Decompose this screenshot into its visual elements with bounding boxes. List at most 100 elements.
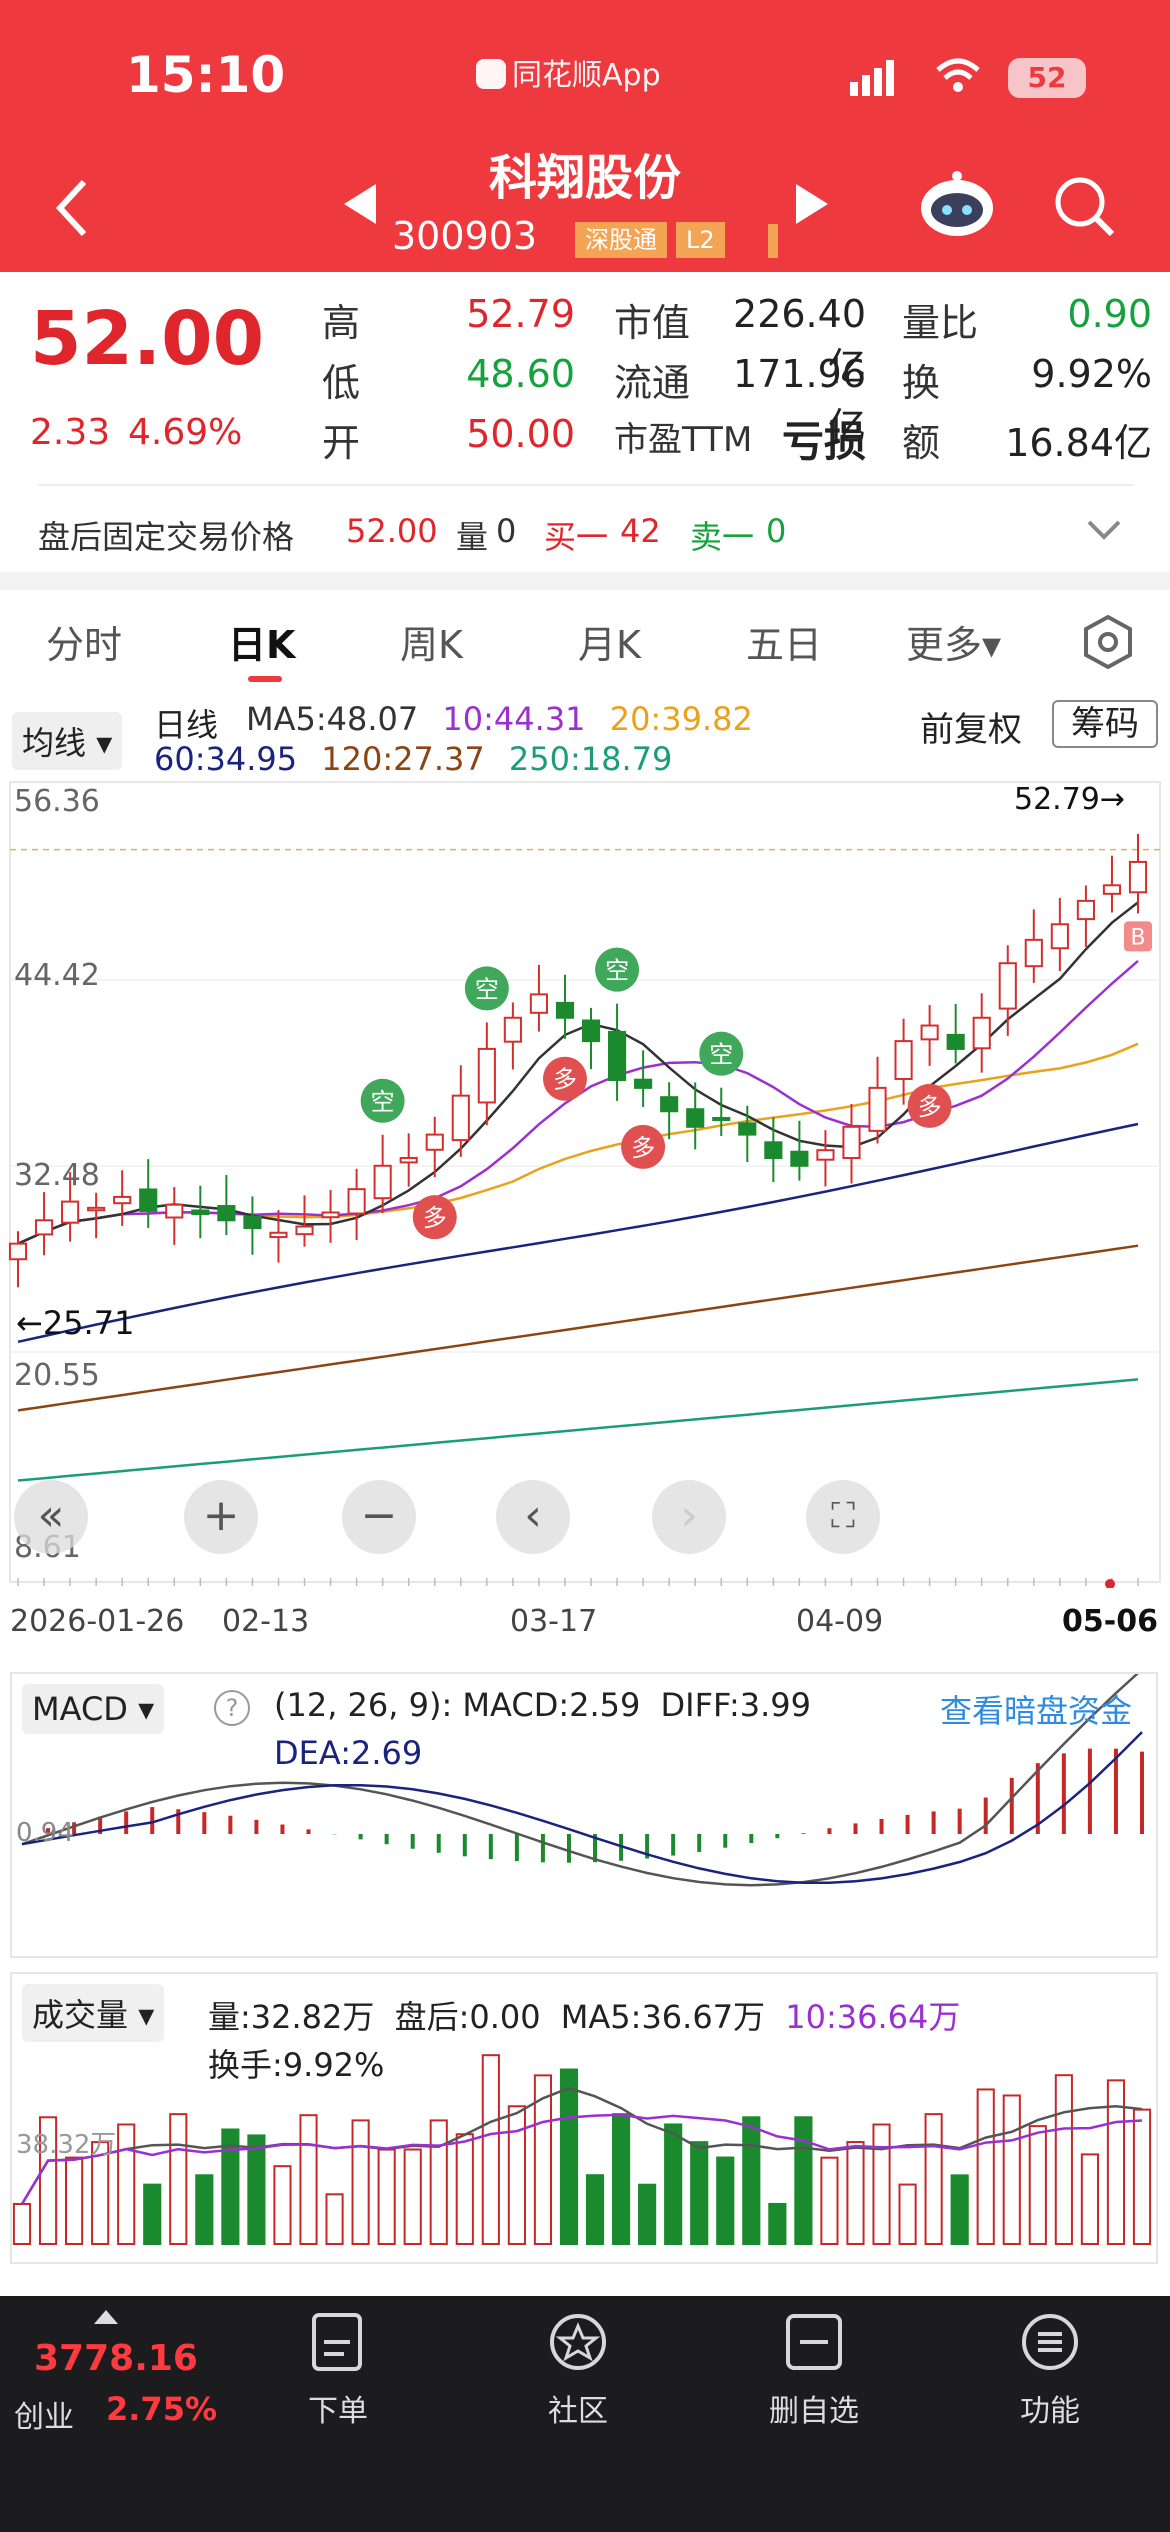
volume-selector-label: 成交量 [32, 1996, 129, 2034]
search-icon[interactable] [1054, 176, 1116, 238]
candle-body [399, 1156, 418, 1164]
volume-bar [950, 2174, 969, 2246]
signal-marker-text: 多 [553, 1066, 577, 1094]
volume-value: 量:32.82万 [208, 1998, 375, 2036]
candle-body [321, 1211, 340, 1219]
amount-value: 16.84亿 [1005, 421, 1152, 465]
scroll-left-fast-button[interactable]: « [14, 1480, 88, 1554]
settings-hexagon-icon[interactable] [1080, 614, 1136, 670]
volume-bar [1028, 2125, 1047, 2245]
short-signal-marker [464, 966, 509, 1011]
volume-bar [1080, 2153, 1099, 2245]
signal-icon [850, 60, 894, 96]
ma-selector[interactable]: 均线 ▾ [12, 712, 123, 770]
volume-bar [481, 2054, 500, 2245]
index-value[interactable]: 3778.16 [34, 2338, 198, 2379]
signal-marker-text: 多 [423, 1204, 447, 1232]
diff-line [21, 1674, 1139, 1887]
app-logo-icon [476, 59, 506, 89]
low-value: 48.60 [466, 352, 575, 396]
macd-selector[interactable]: MACD ▾ [22, 1684, 165, 1734]
scroll-right-button[interactable]: › [652, 1480, 726, 1554]
zoom-in-button[interactable]: + [184, 1480, 258, 1554]
volume-bar [403, 2148, 422, 2246]
candle-body [165, 1203, 184, 1219]
candle-body [425, 1133, 444, 1151]
volume-ma5-line [20, 2086, 1143, 2205]
chevron-down-icon[interactable] [1086, 518, 1122, 542]
nav-order-label: 下单 [308, 2394, 368, 2429]
help-icon[interactable]: ? [214, 1690, 250, 1726]
tab-weekly-k[interactable]: 周K [400, 623, 463, 667]
divider [38, 484, 1134, 486]
volume-bar [585, 2174, 605, 2245]
tab-five-day[interactable]: 五日 [746, 623, 823, 667]
volume-turnover: 换手:9.92% [208, 2046, 385, 2084]
candle-body [816, 1149, 835, 1161]
tab-daily-k[interactable]: 日K [228, 623, 296, 667]
volume-chart[interactable] [12, 1974, 1156, 2262]
volume-values: 量:32.82万 盘后:0.00 MA5:36.67万 10:36.64万 [208, 1992, 960, 2038]
tag-accent [768, 224, 778, 258]
chip-button[interactable]: 筹码 [1052, 700, 1158, 748]
turnover-label: 换 [902, 361, 941, 405]
buy1-value: 42 [620, 512, 661, 550]
volume-bar [429, 2119, 448, 2245]
signal-marker-text: 空 [371, 1088, 395, 1116]
scroll-left-button[interactable]: ‹ [496, 1480, 570, 1554]
volume-y-label: 38.32万 [16, 2130, 117, 2160]
candle-body [139, 1188, 158, 1212]
volume-bar [820, 2156, 839, 2245]
dark-pool-link[interactable]: 查看暗盘资金 [940, 1692, 1133, 1730]
volume-bar [559, 2068, 579, 2246]
candle-body [1024, 938, 1043, 968]
nav-remove-watchlist[interactable]: 删自选 [744, 2312, 884, 2430]
volume-bar [65, 2156, 84, 2245]
adjust-mode[interactable]: 前复权 [920, 710, 1022, 750]
y-label-2: 44.42 [14, 958, 100, 993]
candle-body [1050, 923, 1069, 950]
candle-body [738, 1122, 757, 1136]
candle-body [87, 1206, 106, 1212]
volume-selector[interactable]: 成交量 ▾ [22, 1984, 165, 2042]
back-arrow-icon[interactable] [52, 178, 92, 238]
battery-indicator: 52 [1008, 58, 1086, 98]
candle-body [34, 1219, 54, 1236]
volume-bar [533, 2074, 553, 2245]
candle-body [503, 1016, 522, 1043]
nav-community[interactable]: 社区 [508, 2312, 648, 2430]
short-signal-marker [595, 947, 640, 992]
tab-intraday[interactable]: 分时 [46, 623, 123, 667]
candle-body [660, 1096, 679, 1113]
prev-stock-icon[interactable] [344, 184, 378, 224]
next-stock-icon[interactable] [796, 184, 830, 224]
candle-body [686, 1108, 705, 1128]
float-label: 流通 [614, 361, 691, 405]
period-tabs: 分时 日K 周K 月K 五日 更多▾ [0, 592, 1170, 692]
expand-up-icon[interactable] [94, 2308, 118, 2324]
macd-chart[interactable] [12, 1674, 1156, 1956]
diff-value: DIFF:3.99 [660, 1686, 811, 1724]
fullscreen-button[interactable]: ⛶ [806, 1480, 880, 1554]
volume-bar [325, 2193, 344, 2245]
volume-ma10-line [20, 2113, 1143, 2205]
ma-selector-label: 均线 [22, 724, 87, 762]
tab-more[interactable]: 更多▾ [906, 623, 1002, 667]
candle-body [634, 1078, 653, 1089]
nav-order[interactable]: 下单 [268, 2312, 408, 2430]
candle-body [894, 1040, 913, 1080]
macd-params: (12, 26, 9): [274, 1686, 453, 1724]
candle-body [269, 1231, 288, 1239]
signal-marker-text: 空 [475, 975, 499, 1003]
zoom-out-button[interactable]: − [342, 1480, 416, 1554]
vol-ratio-value: 0.90 [1067, 292, 1152, 336]
nav-functions[interactable]: 功能 [980, 2312, 1120, 2430]
section-gap [0, 572, 1170, 590]
ma10-value: 10:44.31 [442, 700, 586, 738]
long-signal-marker [542, 1056, 587, 1101]
robot-assistant-icon[interactable] [918, 170, 996, 240]
volume-bar [507, 2105, 526, 2245]
tab-monthly-k[interactable]: 月K [578, 623, 641, 667]
ma-row-2: 60:34.95 120:27.37 250:18.79 [154, 740, 672, 778]
